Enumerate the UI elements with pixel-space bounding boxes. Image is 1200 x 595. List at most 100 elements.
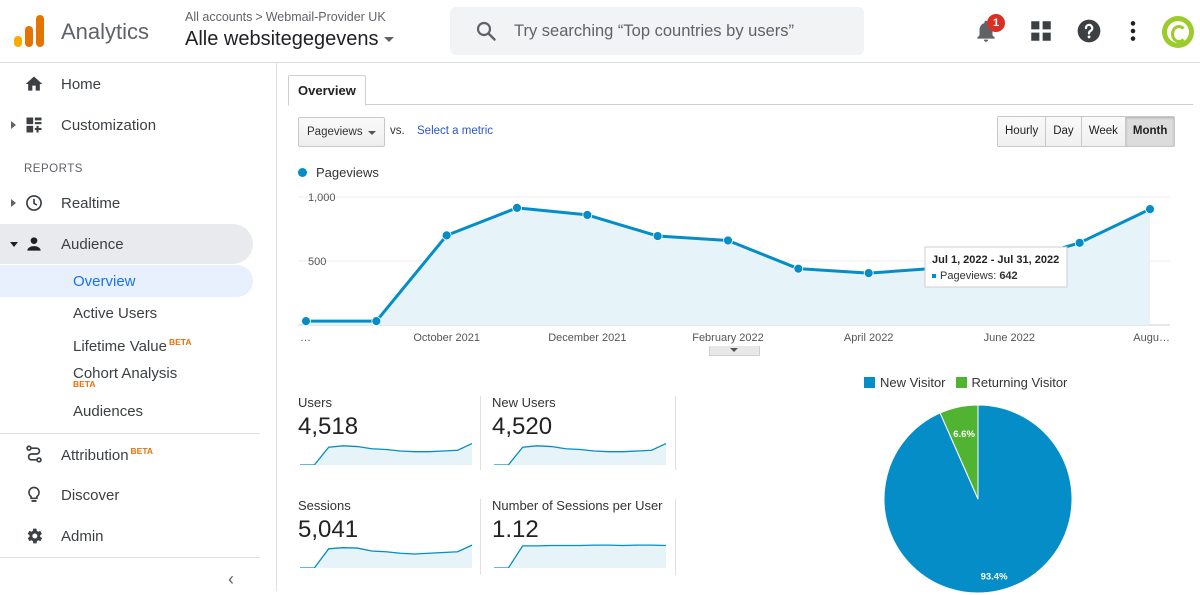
x-tick-label: June 2022: [984, 332, 1035, 344]
data-point[interactable]: [863, 268, 874, 279]
legend-swatch: [864, 377, 875, 389]
beta-badge: BETA: [168, 337, 192, 347]
granularity-month-button[interactable]: Month: [1125, 117, 1175, 146]
sidebar-item-label: Active Users: [73, 305, 158, 322]
sidebar-item-customization[interactable]: Customization: [0, 105, 253, 145]
metric-sparkline: [494, 442, 667, 465]
data-point[interactable]: [441, 230, 452, 241]
metric-label: New Users: [492, 395, 556, 410]
sparkline-fill: [300, 545, 472, 568]
expand-arrow-icon[interactable]: [11, 199, 16, 207]
sidebar-item-audience[interactable]: Audience: [0, 224, 253, 264]
metric-label: Number of Sessions per User: [492, 498, 663, 513]
pie-legend-item[interactable]: New Visitor: [864, 375, 946, 390]
pie-slice-returning-visitor[interactable]: [939, 405, 979, 500]
y-tick-label: 1,000: [308, 192, 336, 204]
analytics-logo-icon[interactable]: [14, 15, 44, 47]
breadcrumb-accounts[interactable]: All accounts: [185, 10, 253, 24]
main-content: Overview Pageviews vs. Select a metric H…: [278, 63, 1200, 594]
vs-label: vs.: [390, 125, 405, 137]
granularity-day-button[interactable]: Day: [1046, 117, 1082, 146]
chevron-down-icon: [368, 131, 376, 135]
clock-icon: [26, 195, 42, 211]
data-point[interactable]: [512, 202, 522, 213]
help-icon[interactable]: [1076, 18, 1102, 44]
gear-icon: [27, 528, 43, 544]
metric-card-number-of-sessions-per-user[interactable]: Number of Sessions per User 1.12: [492, 498, 668, 584]
app-name: Analytics: [61, 19, 150, 44]
visitor-pie-chart[interactable]: 93.4% 6.6%: [883, 405, 1073, 595]
tab-bar: Overview: [288, 75, 1193, 106]
chart-legend: Pageviews: [298, 165, 379, 180]
data-point[interactable]: [723, 235, 733, 246]
attribution-icon: [26, 445, 42, 463]
data-point[interactable]: [582, 210, 593, 220]
legend-swatch: [955, 377, 967, 389]
sidebar-item-lifetime-value[interactable]: Lifetime Value BETA: [0, 329, 253, 361]
sidebar-item-label: Overview: [73, 273, 136, 290]
pie-legend-item[interactable]: Returning Visitor: [955, 375, 1067, 390]
account-avatar[interactable]: [1162, 16, 1194, 48]
sidebar-item-label: Realtime: [61, 195, 121, 212]
sidebar-item-label: Lifetime Value: [73, 338, 167, 355]
data-point[interactable]: [1074, 237, 1085, 248]
caret-down-icon: [384, 37, 395, 43]
sparkline-fill: [300, 443, 472, 465]
sidebar-item-audiences[interactable]: Audiences: [0, 395, 253, 427]
dashboard-icon: [26, 117, 42, 133]
pie-legend: New Visitor Returning Visitor: [864, 375, 1077, 390]
data-point[interactable]: [371, 316, 382, 327]
breadcrumb[interactable]: All accounts > Webmail-Provider UK: [185, 10, 386, 24]
sidebar-item-cohort-analysis[interactable]: Cohort Analysis: [0, 357, 253, 389]
chart-tooltip: Jul 1, 2022 - Jul 31, 2022 Pageviews: 642: [924, 246, 1068, 288]
collapse-arrow-icon[interactable]: [10, 242, 18, 247]
search-icon: [476, 21, 496, 41]
data-point[interactable]: [793, 263, 804, 274]
top-bar: Analytics All accounts > Webmail-Provider …: [0, 0, 1200, 63]
sidebar-item-active-users[interactable]: Active Users: [0, 297, 253, 329]
metric-card-sessions[interactable]: Sessions 5,041: [298, 498, 474, 584]
search-bar[interactable]: [450, 7, 864, 55]
pageviews-line-chart[interactable]: 1,000 500 … October 2021 December 2021 Februa…: [298, 187, 1178, 409]
chart-expand-handle[interactable]: [709, 346, 760, 356]
sidebar-item-overview[interactable]: Overview: [0, 265, 253, 297]
property-selector[interactable]: Alle websitegegevens: [185, 28, 395, 51]
pie-slice-label: 6.6%: [953, 429, 975, 440]
sparkline-fill: [494, 443, 666, 465]
granularity-hourly-button[interactable]: Hourly: [998, 117, 1047, 146]
sparkline-line: [300, 442, 473, 465]
sidebar-item-home[interactable]: Home: [0, 64, 253, 104]
metric-sparkline: [494, 544, 667, 568]
more-vert-icon[interactable]: [1120, 18, 1146, 44]
sidebar-item-attribution[interactable]: Attribution BETA: [0, 434, 253, 474]
data-point[interactable]: [652, 231, 663, 241]
area-fill: [306, 207, 1150, 325]
metric-card-new-users[interactable]: New Users 4,520: [492, 395, 668, 481]
sidebar-item-label: Audiences: [73, 403, 144, 420]
sidebar-item-discover[interactable]: Discover: [0, 475, 253, 515]
granularity-week-button[interactable]: Week: [1081, 117, 1126, 146]
metric-label: Users: [298, 395, 332, 410]
metric-card-users[interactable]: Users 4,518: [298, 395, 474, 481]
metric-dropdown[interactable]: Pageviews: [298, 117, 385, 147]
x-tick-label: October 2021: [413, 332, 480, 344]
apps-grid-icon[interactable]: [1028, 18, 1054, 44]
tab-overview[interactable]: Overview: [288, 75, 366, 106]
sparkline-fill: [494, 545, 666, 568]
sidebar-item-admin[interactable]: Admin: [0, 516, 253, 556]
sidebar-item-label: Customization: [61, 117, 157, 134]
data-point[interactable]: [301, 316, 311, 327]
select-metric-link[interactable]: Select a metric: [417, 125, 494, 137]
breadcrumb-account[interactable]: Webmail-Provider UK: [265, 10, 386, 24]
metric-label: Sessions: [298, 498, 351, 513]
expand-arrow-icon[interactable]: [11, 121, 16, 129]
legend-dot-icon: [298, 168, 307, 178]
collapse-sidebar-chevron-icon[interactable]: ‹: [228, 569, 234, 589]
metric-value: 1.12: [492, 516, 539, 543]
data-point[interactable]: [1145, 204, 1155, 215]
card-separator: [675, 499, 676, 575]
search-input[interactable]: [514, 19, 844, 43]
card-separator: [480, 499, 481, 575]
reports-header: REPORTS: [24, 163, 83, 175]
sidebar-item-realtime[interactable]: Realtime: [0, 183, 253, 223]
